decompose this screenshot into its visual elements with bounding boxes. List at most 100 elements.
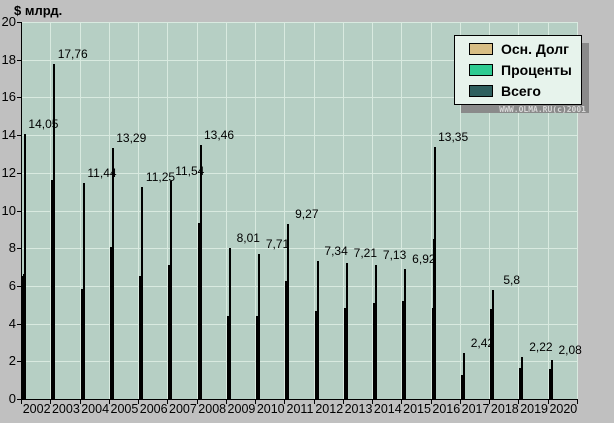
bar-vsego-2006 [141,186,144,399]
x-tick-label-2002: 2002 [22,402,51,416]
x-tick [284,400,285,404]
gridline-vertical [197,22,198,399]
x-tick [460,400,461,404]
y-tick-label: 20 [1,14,16,29]
bar-group-2015 [402,22,469,399]
gridline-horizontal [22,97,578,98]
gridline-vertical [138,22,139,399]
bar-vsego-2014 [375,264,378,399]
legend-swatch-procenty-icon [469,64,493,76]
value-label-2013: 7,21 [353,246,378,260]
y-tick-label: 2 [8,353,16,368]
value-label-2007: 11,54 [175,164,205,178]
bar-group-2013 [343,22,411,399]
bar-group-2016 [431,22,499,399]
y-tick-label: 12 [1,165,16,180]
x-tick [167,400,168,404]
legend-label-vsego: Всего [501,83,541,99]
gridline-horizontal [22,361,578,362]
y-tick-label: 6 [8,278,16,293]
x-tick-label-2011: 2011 [286,402,314,416]
gridline-vertical [255,22,256,399]
gridline-vertical [518,22,519,399]
gridline-vertical [343,22,344,399]
x-tick [548,400,549,404]
x-tick [489,400,490,404]
legend-label-procenty: Проценты [501,62,572,78]
x-tick-label-2005: 2005 [110,402,139,416]
x-tick [50,400,51,404]
gridline-vertical [401,22,402,399]
gridline-vertical [284,22,285,399]
legend-item-vsego: Всего [469,83,581,99]
x-tick [577,400,578,404]
value-label-2011: 9,27 [295,207,319,221]
legend-item-osn-dolg: Осн. Долг [469,41,581,57]
value-label-2008: 13,46 [204,128,235,142]
bar-group-2009 [226,22,294,399]
value-label-2019: 2,22 [529,340,553,354]
value-label-2020: 2,08 [558,343,582,357]
gridline-vertical [226,22,227,399]
bar-vsego-2017 [462,353,465,399]
legend: Осн. Долг Проценты Всего [454,35,582,105]
gridline-vertical [167,22,168,399]
y-tick [17,173,21,174]
bar-vsego-2004 [82,183,85,399]
x-tick [21,400,22,404]
y-tick-label: 14 [1,127,16,142]
value-label-2017: 2,42 [470,336,495,350]
gridline-horizontal [22,22,578,23]
bar-group-2017 [460,22,528,399]
gridline-horizontal [22,135,578,136]
y-tick [17,361,21,362]
x-tick [255,400,256,404]
y-tick-label: 16 [1,89,16,104]
gridline-horizontal [22,173,578,174]
y-tick-label: 8 [8,240,16,255]
gridline-vertical [489,22,490,399]
bar-vsego-2016 [433,147,436,399]
x-tick [138,400,139,404]
value-label-2005: 13,29 [116,131,147,145]
x-tick-label-2017: 2017 [461,402,490,416]
x-tick-label-2009: 2009 [227,402,256,416]
bar-vsego-2019 [521,357,524,399]
y-axis-title: $ млрд. [14,3,63,18]
x-tick [401,400,402,404]
y-tick [17,399,21,400]
bar-group-2007 [168,22,235,399]
gridline-vertical [314,22,315,399]
bar-vsego-2002 [24,134,26,399]
x-tick-label-2016: 2016 [432,402,461,416]
gridline-horizontal [22,60,578,61]
x-tick-label-2020: 2020 [549,402,578,416]
y-tick [17,286,21,287]
bar-group-2011 [285,22,352,399]
x-tick [226,400,227,404]
x-tick-label-2014: 2014 [373,402,402,416]
gridline-vertical [50,22,51,399]
bar-vsego-2015 [404,268,407,399]
y-tick [17,60,21,61]
gridline-horizontal [22,324,578,325]
legend-label-osn-dolg: Осн. Долг [501,41,569,57]
bar-vsego-2007 [170,181,173,399]
gridline-horizontal [22,248,578,249]
x-tick-label-2010: 2010 [256,402,285,416]
y-tick [17,135,21,136]
bar-vsego-2010 [258,253,261,399]
value-label-2015: 6,92 [412,252,436,266]
bar-group-2012 [314,22,382,399]
gridline-vertical [372,22,373,399]
bar-vsego-2018 [492,289,495,399]
x-tick [80,400,81,404]
x-tick [109,400,110,404]
gridline-horizontal [22,286,578,287]
bar-vsego-2011 [287,224,290,399]
value-label-2016: 13,35 [438,130,469,144]
legend-swatch-osn-dolg-icon [469,43,493,55]
bar-group-2002 [22,22,89,399]
gridline-vertical [109,22,110,399]
y-tick [17,97,21,98]
